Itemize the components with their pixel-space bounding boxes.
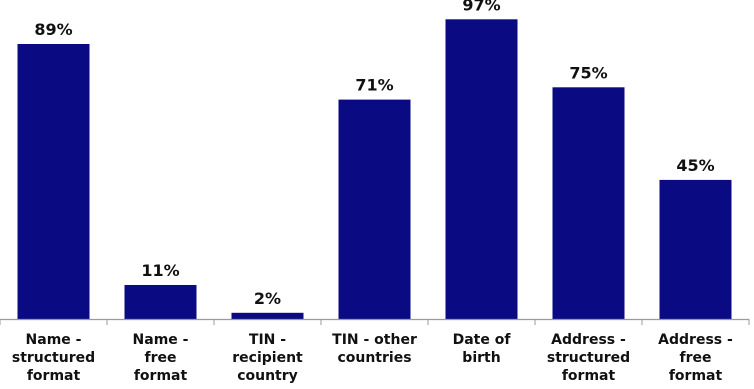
category-label-5-line-2: format (562, 368, 616, 384)
x-axis-ticks-group (0, 319, 750, 325)
category-label-3: TIN - other countries (332, 332, 417, 366)
category-labels-group: Name - structured format Name - free format TI… (12, 332, 733, 384)
value-label-2: 2% (254, 289, 281, 308)
value-label-0: 89% (34, 20, 72, 39)
bar-2 (231, 312, 304, 319)
bar-4 (445, 19, 518, 320)
category-label-2: TIN - recipient country (232, 332, 303, 384)
value-labels-group: 89% 11% 2% 71% 97% 75% 45% (34, 0, 714, 308)
category-label-5-line-1: structured (547, 350, 630, 366)
category-label-6-line-2: format (669, 368, 723, 384)
category-label-3-line-1: countries (337, 350, 411, 366)
value-label-4: 97% (462, 0, 500, 14)
category-label-0: Name - structured format (12, 332, 95, 384)
bars-group (17, 19, 732, 320)
value-label-1: 11% (141, 261, 179, 280)
category-label-1-line-1: free (145, 350, 177, 366)
value-label-5: 75% (569, 63, 607, 82)
bar-6 (659, 179, 732, 319)
value-label-3: 71% (355, 76, 393, 95)
category-label-2-line-0: TIN - (249, 332, 286, 348)
category-label-1-line-0: Name - (133, 332, 189, 348)
category-label-3-line-0: TIN - other (332, 332, 417, 348)
category-label-1: Name - free format (133, 332, 189, 384)
category-label-0-line-1: structured (12, 350, 95, 366)
bar-1 (124, 285, 197, 319)
category-label-4-line-1: birth (462, 350, 500, 366)
category-label-0-line-2: format (27, 368, 81, 384)
category-label-1-line-2: format (134, 368, 188, 384)
category-label-5: Address - structured format (547, 332, 630, 384)
bar-3 (338, 99, 411, 319)
category-label-6-line-1: free (680, 350, 712, 366)
bar-5 (552, 87, 625, 320)
category-label-2-line-1: recipient (232, 350, 303, 366)
category-label-4-line-0: Date of (453, 332, 512, 348)
value-label-6: 45% (676, 156, 714, 175)
category-label-4: Date of birth (453, 332, 512, 366)
category-label-0-line-0: Name - (26, 332, 82, 348)
bar-0 (17, 44, 90, 319)
category-label-6: Address - free format (658, 332, 733, 384)
category-label-5-line-0: Address - (551, 332, 626, 348)
category-label-2-line-2: country (237, 368, 298, 384)
category-label-6-line-0: Address - (658, 332, 733, 348)
